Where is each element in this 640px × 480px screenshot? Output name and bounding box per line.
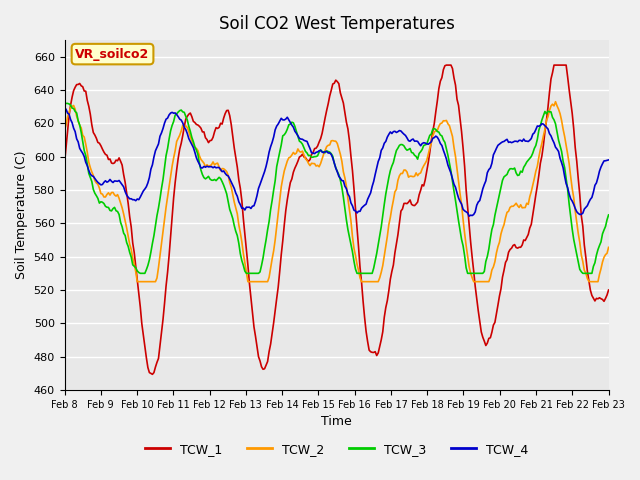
TCW_1 [252, 333, 259, 339]
TCW_1 [148, 372, 156, 377]
TCW_4 [127, 196, 135, 202]
TCW_3 [576, 266, 584, 272]
TCW_2 [133, 279, 141, 285]
TCW_4 [241, 207, 249, 213]
TCW_3 [243, 270, 250, 276]
TCW_2 [252, 279, 259, 285]
TCW_3 [136, 270, 144, 276]
TCW_1 [577, 213, 585, 218]
Text: VR_soilco2: VR_soilco2 [76, 48, 150, 60]
Legend: TCW_1, TCW_2, TCW_3, TCW_4: TCW_1, TCW_2, TCW_3, TCW_4 [140, 438, 534, 461]
TCW_3 [252, 270, 259, 276]
TCW_2 [577, 252, 585, 258]
TCW_1 [243, 245, 250, 251]
TCW_1 [300, 154, 308, 160]
TCW_4 [465, 213, 473, 219]
TCW_2 [243, 269, 250, 275]
TCW_1 [443, 62, 451, 68]
TCW_1 [605, 287, 612, 293]
TCW_2 [552, 99, 559, 105]
X-axis label: Time: Time [321, 415, 352, 428]
TCW_2 [300, 152, 308, 158]
TCW_2 [225, 172, 232, 178]
Title: Soil CO2 West Temperatures: Soil CO2 West Temperatures [219, 15, 454, 33]
Y-axis label: Soil Temperature (C): Soil Temperature (C) [15, 151, 28, 279]
TCW_4 [223, 172, 230, 178]
TCW_3 [300, 145, 308, 151]
TCW_4 [605, 157, 612, 163]
TCW_2 [127, 247, 135, 252]
TCW_1 [127, 224, 135, 230]
TCW_1 [61, 160, 68, 166]
Line: TCW_1: TCW_1 [65, 65, 609, 374]
TCW_4 [576, 212, 584, 217]
TCW_4 [250, 203, 258, 209]
TCW_4 [61, 105, 68, 110]
TCW_4 [299, 136, 307, 142]
TCW_3 [61, 100, 68, 106]
TCW_2 [61, 128, 68, 133]
Line: TCW_4: TCW_4 [65, 108, 609, 216]
TCW_3 [225, 199, 232, 204]
TCW_2 [605, 244, 612, 250]
TCW_1 [225, 108, 232, 113]
Line: TCW_3: TCW_3 [65, 103, 609, 273]
Line: TCW_2: TCW_2 [65, 102, 609, 282]
TCW_3 [127, 254, 135, 260]
TCW_3 [605, 212, 612, 218]
